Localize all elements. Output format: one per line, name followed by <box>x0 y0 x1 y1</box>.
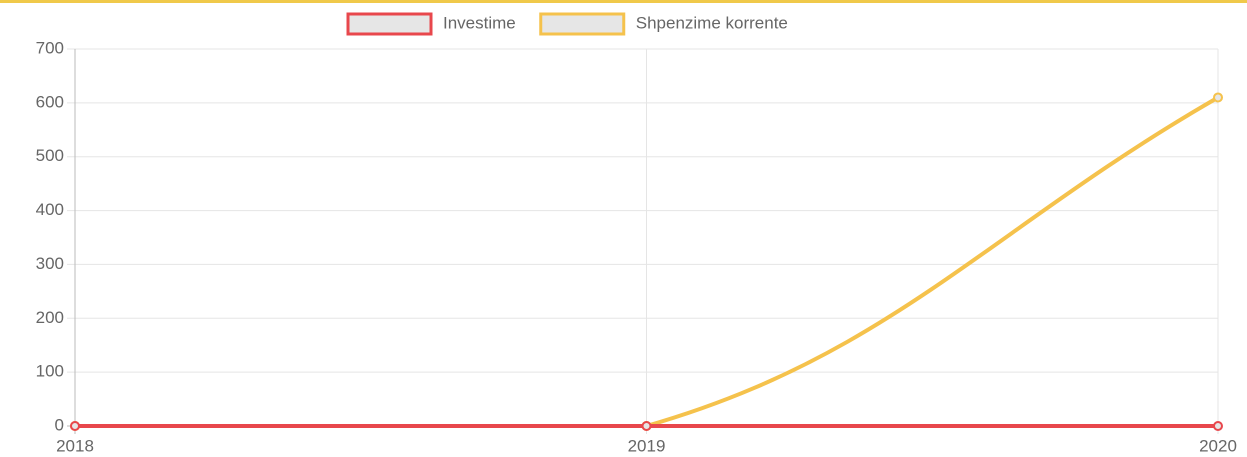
legend-label: Shpenzime korrente <box>636 13 788 32</box>
legend-label: Investime <box>443 13 516 32</box>
y-tick-label: 700 <box>36 38 64 57</box>
top-border <box>0 0 1247 3</box>
point <box>70 421 80 431</box>
y-tick-label: 600 <box>36 92 64 111</box>
legend-swatch <box>346 12 433 36</box>
y-tick-label: 300 <box>36 254 64 273</box>
x-tick-label: 2019 <box>628 436 666 455</box>
y-tick-label: 0 <box>55 415 64 434</box>
y-tick-label: 100 <box>36 362 64 381</box>
x-tick-label: 2020 <box>1199 436 1237 455</box>
point <box>641 421 652 431</box>
y-tick-label: 200 <box>36 308 64 327</box>
legend-swatch <box>539 12 626 36</box>
y-tick-label: 400 <box>36 200 64 219</box>
point <box>1213 421 1223 431</box>
y-tick-label: 500 <box>36 146 64 165</box>
point <box>1213 92 1223 103</box>
x-tick-label: 2018 <box>56 436 94 455</box>
